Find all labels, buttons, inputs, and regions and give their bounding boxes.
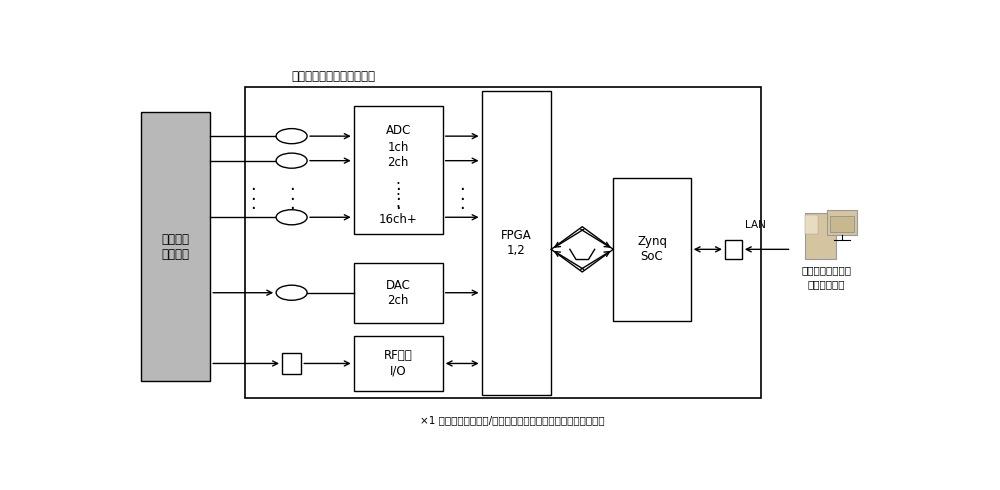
Text: .: . (250, 176, 256, 194)
Text: .: . (396, 172, 401, 187)
Bar (830, 216, 854, 232)
Text: 1ch: 1ch (388, 141, 409, 154)
Text: .: . (289, 176, 294, 194)
Text: レーダー
高周波部: レーダー 高周波部 (161, 233, 189, 261)
Text: .: . (396, 195, 401, 210)
Text: レーダー高速信号処理装置: レーダー高速信号処理装置 (292, 71, 376, 83)
Text: .: . (289, 186, 294, 204)
Text: .: . (250, 195, 256, 213)
Bar (140, 112, 210, 381)
Text: .: . (396, 183, 401, 198)
Text: DAC
2ch: DAC 2ch (386, 279, 411, 307)
Text: .: . (250, 186, 256, 204)
Text: LAN: LAN (745, 220, 766, 230)
Text: 16ch+: 16ch+ (379, 213, 418, 226)
Text: ×1 レーダー高周波部/制御・監視サーバなどは別途必要です。: ×1 レーダー高周波部/制御・監視サーバなどは別途必要です。 (420, 415, 605, 425)
Text: RF制御
I/O: RF制御 I/O (384, 349, 413, 377)
Text: 2ch: 2ch (388, 156, 409, 169)
Bar (827, 210, 857, 235)
Text: .: . (459, 176, 465, 194)
Bar (354, 336, 443, 391)
Circle shape (276, 128, 307, 144)
Text: .: . (395, 186, 401, 204)
Bar (282, 353, 301, 374)
Text: ADC: ADC (386, 124, 411, 137)
Text: .: . (459, 186, 465, 204)
Text: データロガー: データロガー (808, 279, 845, 290)
Text: .: . (459, 195, 465, 213)
Bar (613, 178, 691, 321)
Text: .: . (289, 195, 294, 213)
Bar (482, 91, 551, 394)
Text: .: . (395, 176, 401, 194)
Circle shape (276, 153, 307, 168)
Circle shape (276, 285, 307, 300)
Bar (805, 215, 818, 234)
Bar (354, 106, 443, 234)
Bar (354, 263, 443, 323)
Bar (805, 214, 836, 259)
Text: FPGA
1,2: FPGA 1,2 (501, 229, 532, 257)
Text: 制御・監視サーバ: 制御・監視サーバ (801, 265, 851, 275)
Bar (245, 87, 761, 398)
Text: .: . (395, 195, 401, 213)
Text: Zynq
SoC: Zynq SoC (637, 235, 667, 263)
Circle shape (276, 210, 307, 225)
Bar (725, 240, 742, 259)
